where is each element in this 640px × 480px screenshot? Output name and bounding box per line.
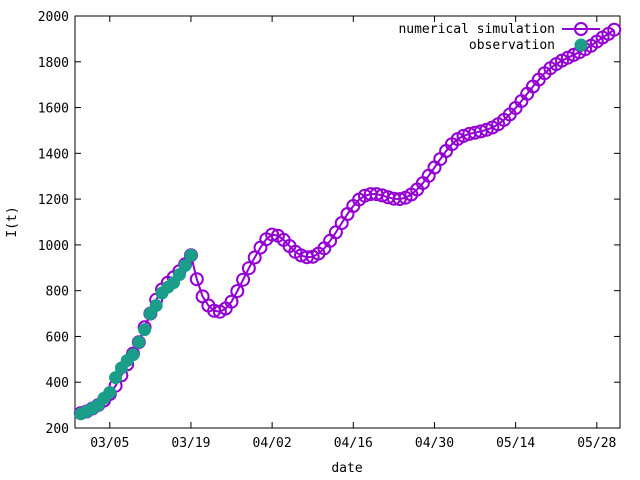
x-tick-label: 04/16 — [334, 436, 373, 451]
y-axis-ticks: 200 400 600 800 1000 1200 1400 1600 1800 2000 — [38, 10, 620, 437]
legend-label-simulation: numerical simulation — [398, 22, 555, 37]
data-point-numerical-simulation — [607, 22, 622, 37]
y-tick-label: 1800 — [38, 56, 69, 71]
data-point-observation — [126, 348, 140, 362]
legend-label-observation: observation — [469, 38, 555, 53]
series-numerical-simulation — [73, 22, 622, 421]
x-tick-label: 05/28 — [577, 436, 616, 451]
y-tick-label: 1600 — [38, 102, 69, 117]
x-tick-label: 03/19 — [171, 436, 210, 451]
data-point-observation — [103, 386, 117, 399]
y-tick-label: 400 — [46, 376, 69, 391]
data-point-observation — [132, 335, 146, 349]
y-tick-label: 2000 — [38, 10, 69, 25]
x-axis-title: date — [331, 461, 362, 476]
data-point-observation — [109, 371, 123, 385]
data-point-observation — [149, 299, 163, 312]
x-tick-label: 05/14 — [496, 436, 535, 451]
legend-marker-observation — [574, 38, 588, 52]
data-point-numerical-simulation — [236, 272, 251, 287]
data-point-numerical-simulation — [230, 284, 245, 299]
x-tick-label: 03/05 — [90, 436, 129, 451]
legend: numerical simulation observation — [398, 22, 600, 53]
y-tick-label: 1200 — [38, 193, 69, 208]
series-observation — [74, 248, 198, 421]
legend-marker-simulation — [574, 22, 588, 36]
data-point-numerical-simulation — [241, 261, 256, 276]
data-point-observation — [138, 323, 152, 337]
series-layer — [73, 22, 622, 421]
x-axis-ticks: 03/05 03/19 04/02 04/16 04/30 05/14 05/28 — [90, 16, 616, 451]
plot-frame — [74, 15, 621, 429]
data-point-numerical-simulation — [265, 227, 280, 242]
y-tick-label: 200 — [46, 422, 69, 437]
data-point-numerical-simulation — [392, 192, 407, 207]
data-point-numerical-simulation — [189, 272, 204, 287]
x-tick-label: 04/02 — [253, 436, 292, 451]
y-tick-label: 1000 — [38, 239, 69, 254]
x-tick-label: 04/30 — [415, 436, 454, 451]
y-tick-label: 1400 — [38, 147, 69, 162]
y-tick-label: 800 — [46, 285, 69, 300]
y-axis-title: I(t) — [5, 206, 20, 237]
data-point-numerical-simulation — [224, 294, 239, 309]
y-tick-label: 600 — [46, 330, 69, 345]
data-point-observation — [178, 259, 192, 272]
data-point-observation — [172, 268, 186, 282]
data-point-observation — [184, 248, 198, 262]
